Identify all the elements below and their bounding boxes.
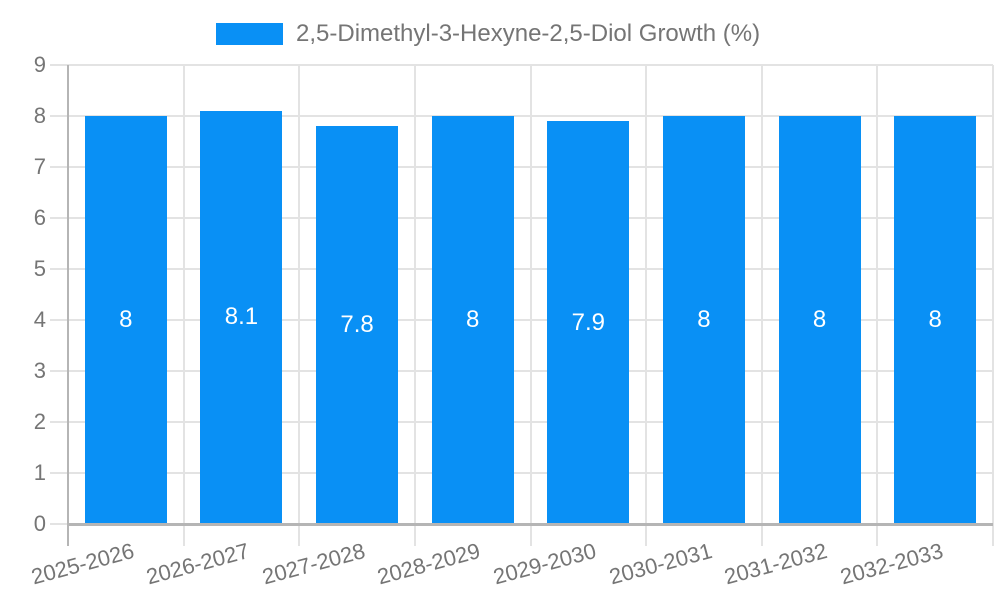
x-tick-label: 2032-2033 [837, 538, 946, 590]
x-gridline [760, 65, 763, 524]
y-tick [50, 217, 68, 219]
y-tick [50, 64, 68, 66]
x-gridline [529, 65, 532, 524]
x-tick [645, 524, 648, 546]
x-gridline [413, 65, 416, 524]
legend-swatch [216, 23, 283, 45]
bar-value-label: 8 [697, 306, 711, 333]
x-tick [67, 524, 69, 546]
x-tick [876, 524, 879, 546]
y-tick [50, 268, 68, 270]
bar [894, 116, 977, 524]
y-tick [50, 115, 68, 117]
x-tick-label: 2025-2026 [28, 538, 137, 590]
x-tick [760, 524, 763, 546]
y-tick-label: 1 [33, 460, 46, 485]
bar [431, 116, 514, 524]
x-tick [298, 524, 301, 546]
x-tick-label: 2026-2027 [143, 538, 252, 590]
y-tick-label: 4 [33, 307, 46, 332]
y-tick-label: 9 [33, 52, 46, 77]
x-tick-label: 2028-2029 [375, 538, 484, 590]
y-tick [50, 166, 68, 168]
y-tick-label: 8 [33, 103, 46, 128]
bar [547, 121, 630, 524]
y-tick [50, 421, 68, 423]
y-tick [50, 523, 68, 525]
x-gridline [876, 65, 879, 524]
x-tick [992, 524, 994, 546]
bar-value-label: 7.9 [571, 308, 605, 336]
x-tick [182, 524, 185, 546]
bar [662, 116, 745, 524]
x-tick-label: 2029-2030 [490, 538, 599, 590]
x-tick-label: 2027-2028 [259, 538, 368, 590]
x-tick [529, 524, 532, 546]
bar [200, 110, 283, 524]
bar-value-label: 8 [812, 306, 827, 333]
y-axis-line [67, 65, 69, 526]
x-axis-line [68, 523, 993, 526]
x-tick [413, 524, 416, 546]
x-gridline [298, 65, 301, 524]
y-tick [50, 472, 68, 474]
bar-value-label: 8.1 [224, 303, 259, 331]
bar [316, 126, 399, 524]
y-tick-label: 3 [33, 358, 46, 383]
y-tick-label: 7 [33, 154, 46, 179]
bar-value-label: 7.8 [340, 311, 374, 339]
x-gridline [182, 65, 185, 524]
legend-label: 2,5-Dimethyl-3-Hexyne-2,5-Diol Growth (%… [296, 20, 761, 47]
x-tick-label: 2031-2032 [721, 538, 831, 590]
bar [778, 116, 861, 524]
y-tick-label: 5 [33, 256, 46, 281]
y-tick-label: 0 [33, 511, 46, 536]
x-gridline [645, 65, 648, 524]
y-tick [50, 370, 68, 372]
y-tick-label: 6 [33, 205, 46, 230]
legend: 2,5-Dimethyl-3-Hexyne-2,5-Diol Growth (%… [216, 20, 760, 48]
y-tick-label: 2 [33, 409, 46, 434]
bar-value-label: 8 [119, 306, 133, 333]
y-tick [50, 319, 68, 321]
bar [84, 116, 167, 524]
x-gridline [992, 65, 994, 524]
bar-value-label: 8 [466, 306, 480, 333]
bar-value-label: 8 [928, 306, 942, 333]
x-tick-label: 2030-2031 [606, 538, 715, 590]
